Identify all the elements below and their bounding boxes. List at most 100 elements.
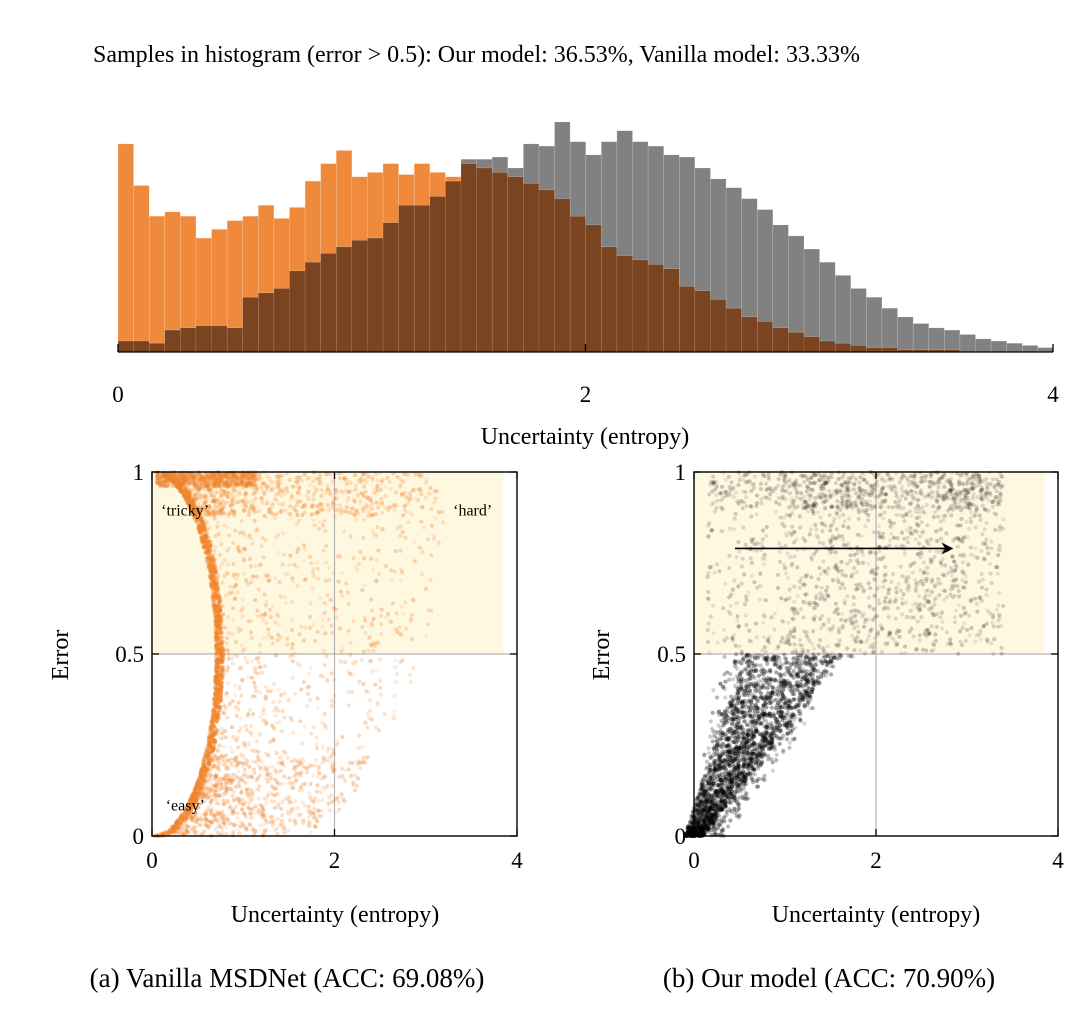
point <box>270 784 275 789</box>
point <box>240 614 245 619</box>
point <box>257 823 263 828</box>
point <box>292 822 298 827</box>
point <box>244 484 249 489</box>
point <box>362 484 367 489</box>
point <box>409 636 414 642</box>
point <box>203 483 209 488</box>
point <box>392 569 397 575</box>
point <box>419 474 424 479</box>
point <box>370 475 375 480</box>
point <box>246 480 251 485</box>
point <box>398 533 403 538</box>
point <box>190 827 195 832</box>
point <box>311 497 316 502</box>
point <box>278 768 284 773</box>
point <box>280 759 285 764</box>
point <box>404 495 409 500</box>
point <box>230 631 235 637</box>
point <box>219 487 224 492</box>
point <box>300 513 305 518</box>
point <box>353 509 358 514</box>
bar-our-model-34 <box>647 145 664 265</box>
point <box>242 741 247 746</box>
point <box>319 488 324 493</box>
point <box>211 556 216 561</box>
point <box>360 588 365 593</box>
point <box>280 813 285 818</box>
point <box>348 510 353 515</box>
point <box>254 656 259 661</box>
point <box>212 568 217 573</box>
point <box>392 693 397 698</box>
point <box>242 533 247 538</box>
point <box>428 485 433 491</box>
point <box>215 673 220 678</box>
point <box>407 491 413 496</box>
point <box>391 716 396 721</box>
point <box>292 773 297 779</box>
point <box>302 724 307 729</box>
point <box>385 507 391 512</box>
point <box>706 746 711 751</box>
point <box>238 775 243 780</box>
point <box>316 808 321 813</box>
point <box>337 476 342 481</box>
point <box>214 507 219 512</box>
point <box>234 764 239 769</box>
bar-overlap-31 <box>601 246 618 353</box>
point <box>225 786 230 791</box>
point <box>200 481 205 486</box>
point <box>254 778 259 783</box>
point <box>249 675 254 680</box>
point <box>224 782 229 787</box>
point <box>217 822 222 828</box>
point <box>908 608 914 614</box>
point <box>249 787 254 792</box>
point <box>217 608 223 613</box>
point <box>375 700 380 705</box>
point <box>256 796 261 801</box>
point <box>845 561 850 566</box>
point <box>440 509 445 515</box>
point <box>261 711 266 716</box>
point <box>298 760 303 765</box>
point <box>436 540 441 546</box>
point <box>246 743 251 748</box>
point <box>312 824 317 829</box>
point <box>222 705 227 711</box>
point <box>236 745 241 750</box>
point <box>290 627 295 633</box>
point <box>278 635 283 640</box>
bar-overlap-28 <box>554 198 571 353</box>
point <box>419 504 424 509</box>
point <box>262 481 267 486</box>
point <box>233 528 238 533</box>
point <box>237 683 242 689</box>
point <box>275 532 280 538</box>
point <box>265 780 270 785</box>
point <box>323 560 328 565</box>
point <box>428 578 433 583</box>
point <box>816 652 821 657</box>
point <box>913 588 918 593</box>
point <box>265 573 271 578</box>
point <box>409 616 414 622</box>
point <box>395 630 400 635</box>
point <box>301 820 306 825</box>
point <box>398 632 404 637</box>
point <box>268 776 274 781</box>
point <box>205 785 210 790</box>
point <box>370 618 376 623</box>
point <box>392 709 397 714</box>
point <box>213 612 218 617</box>
point <box>315 629 320 634</box>
point <box>349 773 354 778</box>
point <box>209 820 214 825</box>
point <box>295 480 300 485</box>
point <box>227 701 233 706</box>
point <box>205 749 211 754</box>
point <box>220 580 225 585</box>
point <box>366 648 371 653</box>
point <box>251 492 256 497</box>
point <box>301 638 306 643</box>
